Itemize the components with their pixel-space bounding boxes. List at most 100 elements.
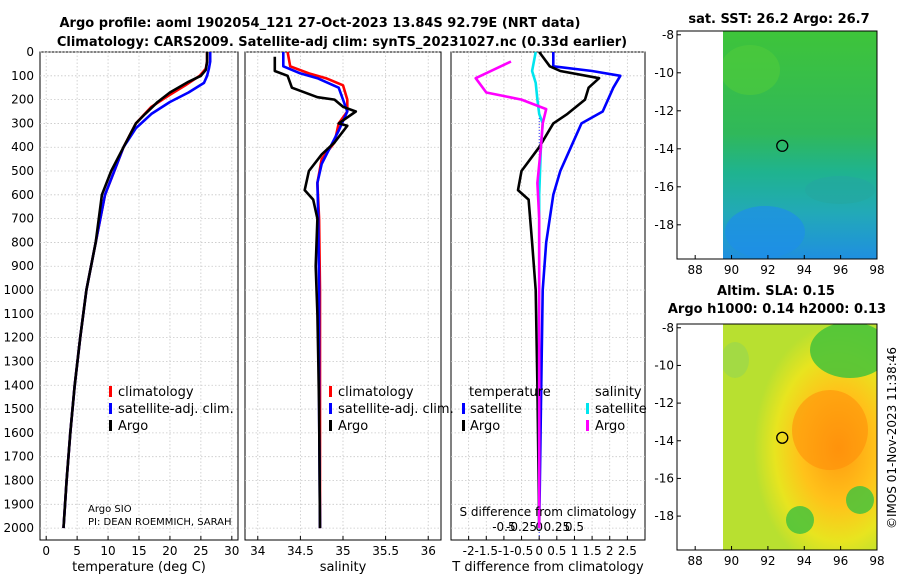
legend-label-argo: Argo — [118, 419, 148, 434]
pressure-tick-label: 700 — [11, 212, 34, 226]
difference-plot-frame — [450, 51, 646, 541]
x-tick-label: 35 — [335, 544, 350, 558]
map-y-tick-label: -14 — [654, 434, 674, 448]
legend-marker-argo — [329, 420, 332, 431]
pressure-tick-label: 100 — [11, 69, 34, 83]
sst-warm-patch — [723, 45, 780, 95]
legend-label-s-argo: Argo — [595, 419, 625, 434]
title-line1: Argo profile: aoml 1902054_121 27-Oct-20… — [60, 16, 581, 31]
legend-marker-satellite — [329, 403, 332, 414]
legend-label-s-satellite: satellite — [595, 402, 647, 417]
x-tick-label: 34.5 — [287, 544, 314, 558]
pressure-axis-ticks: 0 100 200 300 400 500 600 700 800 900 1000 1100 1200… — [3, 45, 34, 535]
legend-label-argo: Argo — [338, 419, 368, 434]
institution-annotation: Argo SIO — [88, 504, 132, 515]
pressure-tick-label: 400 — [11, 140, 34, 154]
map-x-tick-label: 90 — [724, 554, 739, 568]
pi-annotation: PI: DEAN ROEMMICH, SARAH — [88, 517, 232, 528]
x-tick-label: 20 — [162, 544, 177, 558]
s-tick-label: -0.5 — [492, 520, 515, 534]
x-tick-label: 25 — [193, 544, 208, 558]
sla-low-patch — [723, 342, 749, 378]
x-tick-label: 30 — [224, 544, 239, 558]
legend-title-salinity: salinity — [595, 385, 642, 400]
sla-map-title-line2: Argo h1000: 0.14 h2000: 0.13 — [668, 302, 886, 317]
s-tick-label: 0.5 — [565, 520, 584, 534]
pressure-tick-label: 1600 — [3, 426, 34, 440]
salinity-legend: climatology satellite-adj. clim. Argo — [329, 385, 454, 434]
sla-map-title-line1: Altim. SLA: 0.15 — [717, 284, 835, 299]
sst-cool-patch — [805, 176, 875, 204]
pressure-tick-label: 800 — [11, 235, 34, 249]
pressure-tick-label: 200 — [11, 93, 34, 107]
x-tick-label: 0 — [535, 544, 543, 558]
sst-map-ticks: 88 90 92 94 96 98 -8 -10 -12 -14 -16 -18 — [654, 28, 884, 277]
s-difference-axis-label: S difference from climatology — [460, 505, 637, 519]
pressure-tick-label: 0 — [26, 45, 34, 59]
sst-heatmap — [723, 31, 877, 259]
map-x-tick-label: 96 — [833, 554, 848, 568]
series-line-temperature-argo — [62, 52, 209, 529]
pressure-tick-label: 900 — [11, 259, 34, 273]
legend-label-t-argo: Argo — [470, 419, 500, 434]
pressure-tick-label: 1300 — [3, 354, 34, 368]
temperature-legend: climatology satellite-adj. clim. Argo — [109, 385, 234, 434]
pressure-tick-label: 1500 — [3, 402, 34, 416]
legend-marker-t-satellite — [462, 403, 465, 414]
sst-cool-patch — [725, 206, 805, 258]
map-y-tick-label: -12 — [654, 104, 674, 118]
sla-profile-location-marker — [776, 431, 789, 444]
series-line-difference-t-argo — [516, 51, 601, 529]
sla-high-patch — [792, 390, 868, 470]
series-line-difference-s-argo — [474, 60, 548, 529]
legend-label-t-satellite: satellite — [470, 402, 522, 417]
x-tick-label: -2 — [463, 544, 475, 558]
map-x-tick-label: 98 — [869, 263, 884, 277]
x-tick-label: 0 — [42, 544, 50, 558]
pressure-tick-label: 1000 — [3, 283, 34, 297]
map-x-tick-label: 96 — [833, 263, 848, 277]
map-x-tick-label: 88 — [688, 263, 703, 277]
sla-low-patch — [786, 506, 814, 534]
legend-marker-climatology — [109, 386, 112, 397]
map-y-tick-label: -16 — [654, 180, 674, 194]
legend-marker-satellite — [109, 403, 112, 414]
legend-label-satellite: satellite-adj. clim. — [338, 402, 454, 417]
map-y-tick-label: -18 — [654, 509, 674, 523]
sla-map-border — [676, 323, 878, 551]
map-y-tick-label: -16 — [654, 471, 674, 485]
x-tick-label: 35.5 — [372, 544, 399, 558]
x-tick-label: 2.5 — [618, 544, 637, 558]
map-y-tick-label: -8 — [662, 321, 674, 335]
sst-profile-location-marker — [776, 139, 789, 152]
legend-title-temperature: temperature — [469, 385, 551, 400]
x-tick-label: 5 — [73, 544, 81, 558]
pressure-tick-label: 300 — [11, 116, 34, 130]
legend-label-climatology: climatology — [118, 385, 194, 400]
series-line-salinity-satellite-adj-clim- — [282, 52, 349, 529]
map-y-tick-label: -14 — [654, 142, 674, 156]
x-tick-label: 1 — [571, 544, 579, 558]
x-tick-label: 36 — [421, 544, 436, 558]
series-line-salinity-argo — [273, 56, 358, 529]
legend-marker-argo — [109, 420, 112, 431]
pressure-tick-label: 1400 — [3, 378, 34, 392]
salinity-axis-label: salinity — [320, 560, 367, 575]
pressure-tick-label: 1800 — [3, 473, 34, 487]
pressure-tick-label: 2000 — [3, 521, 34, 535]
map-y-tick-label: -8 — [662, 28, 674, 42]
pressure-tick-label: 1100 — [3, 307, 34, 321]
map-x-tick-label: 98 — [869, 554, 884, 568]
map-x-tick-label: 94 — [797, 263, 812, 277]
series-line-difference-t-satellite — [537, 52, 622, 529]
legend-marker-t-argo — [462, 420, 465, 431]
pressure-tick-label: 1900 — [3, 497, 34, 511]
map-y-tick-label: -18 — [654, 218, 674, 232]
s-tick-label: -0.25 — [506, 520, 537, 534]
map-x-tick-label: 92 — [760, 263, 775, 277]
sla-heatmap — [723, 324, 877, 550]
map-x-tick-label: 90 — [724, 263, 739, 277]
pressure-tick-label: 1700 — [3, 450, 34, 464]
pressure-tick-label: 1200 — [3, 331, 34, 345]
